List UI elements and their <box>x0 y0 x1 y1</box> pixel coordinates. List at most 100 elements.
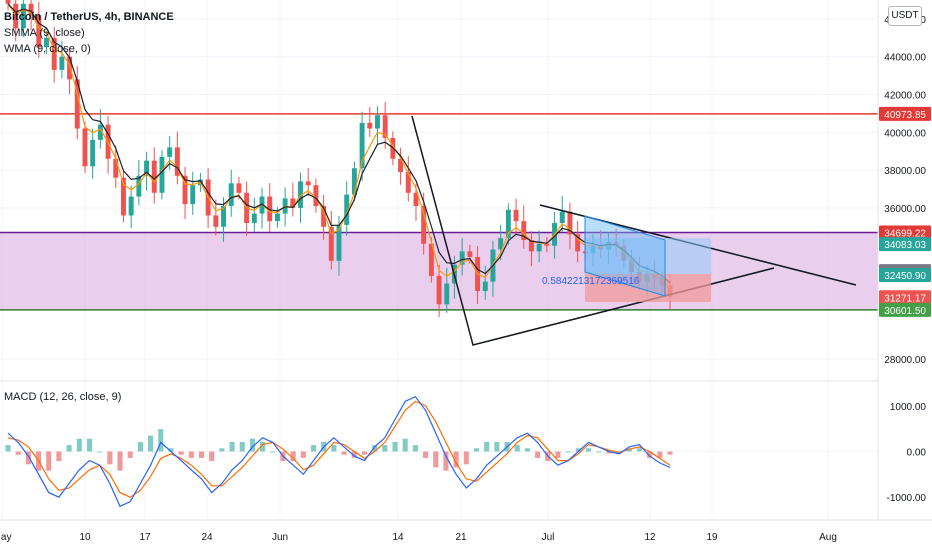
price-tick-label: 28000.00 <box>884 355 926 366</box>
macd-bar <box>331 445 337 452</box>
macd-tick-label: 1000.00 <box>890 402 927 413</box>
price-label-box <box>879 106 931 121</box>
macd-bar <box>66 445 72 452</box>
macd-tick-label: -1000.00 <box>887 493 927 504</box>
macd-bar <box>412 445 418 452</box>
macd-bar <box>361 451 368 455</box>
macd-bar <box>382 445 388 452</box>
wma-legend[interactable]: WMA (9, close, 0) <box>4 43 91 55</box>
price-tick-label: 40000.00 <box>884 128 926 139</box>
time-tick-label: Jul <box>542 532 555 543</box>
price-label-box <box>879 237 931 252</box>
macd-bar <box>25 451 31 465</box>
macd-bar <box>15 451 21 455</box>
price-label-box <box>879 225 931 240</box>
price-tick-label: 44000.00 <box>884 53 926 64</box>
macd-bar <box>168 448 174 452</box>
time-tick-label: 14 <box>392 532 404 543</box>
macd-bar <box>290 451 296 462</box>
macd-bar <box>636 448 642 452</box>
macd-bar <box>249 438 255 452</box>
price-axis <box>878 0 932 520</box>
time-tick-label: 12 <box>644 532 656 543</box>
macd-bar <box>86 438 93 452</box>
price-label-text: 34083.03 <box>884 240 926 251</box>
macd-bar <box>423 451 429 458</box>
macd-bar <box>270 451 276 453</box>
macd-bar <box>585 448 592 452</box>
time-tick-label: 10 <box>79 532 91 543</box>
time-tick-label: Jun <box>272 532 288 543</box>
profit-zone <box>585 238 711 274</box>
macd-bar <box>402 438 408 452</box>
macd-bar <box>575 448 581 452</box>
macd-bar <box>484 441 490 452</box>
macd-histogram <box>5 429 673 471</box>
macd-bar <box>535 451 541 458</box>
macd-bar <box>209 451 215 462</box>
macd-bar <box>514 445 520 452</box>
time-tick-label: 24 <box>201 532 213 543</box>
macd-line <box>7 395 671 508</box>
price-label-text: 31271.17 <box>884 293 926 304</box>
macd-bar <box>107 451 113 465</box>
macd-bar <box>239 441 245 452</box>
macd-bar <box>453 451 459 468</box>
macd-bar <box>188 451 194 458</box>
macd-bar <box>606 451 612 454</box>
macd-bar <box>647 451 653 458</box>
macd-bar <box>127 451 133 458</box>
price-label-box <box>879 302 931 317</box>
regression-channel <box>584 215 666 297</box>
macd-tick-label: 0.00 <box>907 448 927 459</box>
signal-line <box>7 400 671 498</box>
macd-bar <box>198 451 205 458</box>
macd-bar <box>148 435 154 452</box>
price-label-text: 34699.22 <box>884 228 926 239</box>
macd-bar <box>117 451 123 471</box>
wma-line <box>7 3 671 288</box>
macd-bar <box>626 448 632 452</box>
macd-bar <box>555 451 561 458</box>
macd-bar <box>178 451 184 455</box>
price-tick-label: 36000.00 <box>884 204 926 215</box>
smma-line <box>7 3 671 284</box>
macd-bar <box>158 429 164 452</box>
macd-bar <box>341 451 347 455</box>
macd-bar <box>260 441 266 452</box>
macd-bar <box>351 451 357 458</box>
macd-bar <box>473 448 480 452</box>
price-label-text: 30601.50 <box>884 306 926 317</box>
channel-annotation: 0.5842213172369516 <box>542 276 640 287</box>
macd-bar <box>97 451 103 453</box>
price-tick-label: 38000.00 <box>884 166 926 177</box>
macd-bar <box>372 445 378 452</box>
macd-bar <box>56 451 62 462</box>
macd-bar <box>494 441 500 452</box>
price-tick-label: 42000.00 <box>884 91 926 102</box>
macd-bar <box>5 445 11 452</box>
price-label-box <box>879 290 931 305</box>
chart-title: Bitcoin / TetherUS, 4h, BINANCE <box>4 11 174 23</box>
macd-bar <box>667 451 673 455</box>
macd-bar <box>229 441 235 452</box>
price-label-box <box>879 267 931 282</box>
time-tick-label: 17 <box>139 532 151 543</box>
time-tick-label: May <box>0 532 11 543</box>
macd-bar <box>565 451 571 453</box>
macd-bar <box>443 451 449 471</box>
time-tick-label: 21 <box>455 532 467 543</box>
macd-legend[interactable]: MACD (12, 26, close, 9) <box>4 391 122 403</box>
time-tick-label: 19 <box>706 532 718 543</box>
price-label-text: 40973.85 <box>884 110 926 121</box>
macd-bar <box>392 441 398 452</box>
smma-legend[interactable]: SMMA (9, close) <box>4 27 85 39</box>
macd-bar <box>300 451 306 458</box>
time-tick-label: Aug <box>819 532 837 543</box>
macd-bar <box>657 451 663 458</box>
macd-bar <box>596 451 602 453</box>
macd-bar <box>310 445 317 452</box>
macd-bar <box>76 438 82 452</box>
currency-button[interactable]: USDT <box>888 6 922 26</box>
